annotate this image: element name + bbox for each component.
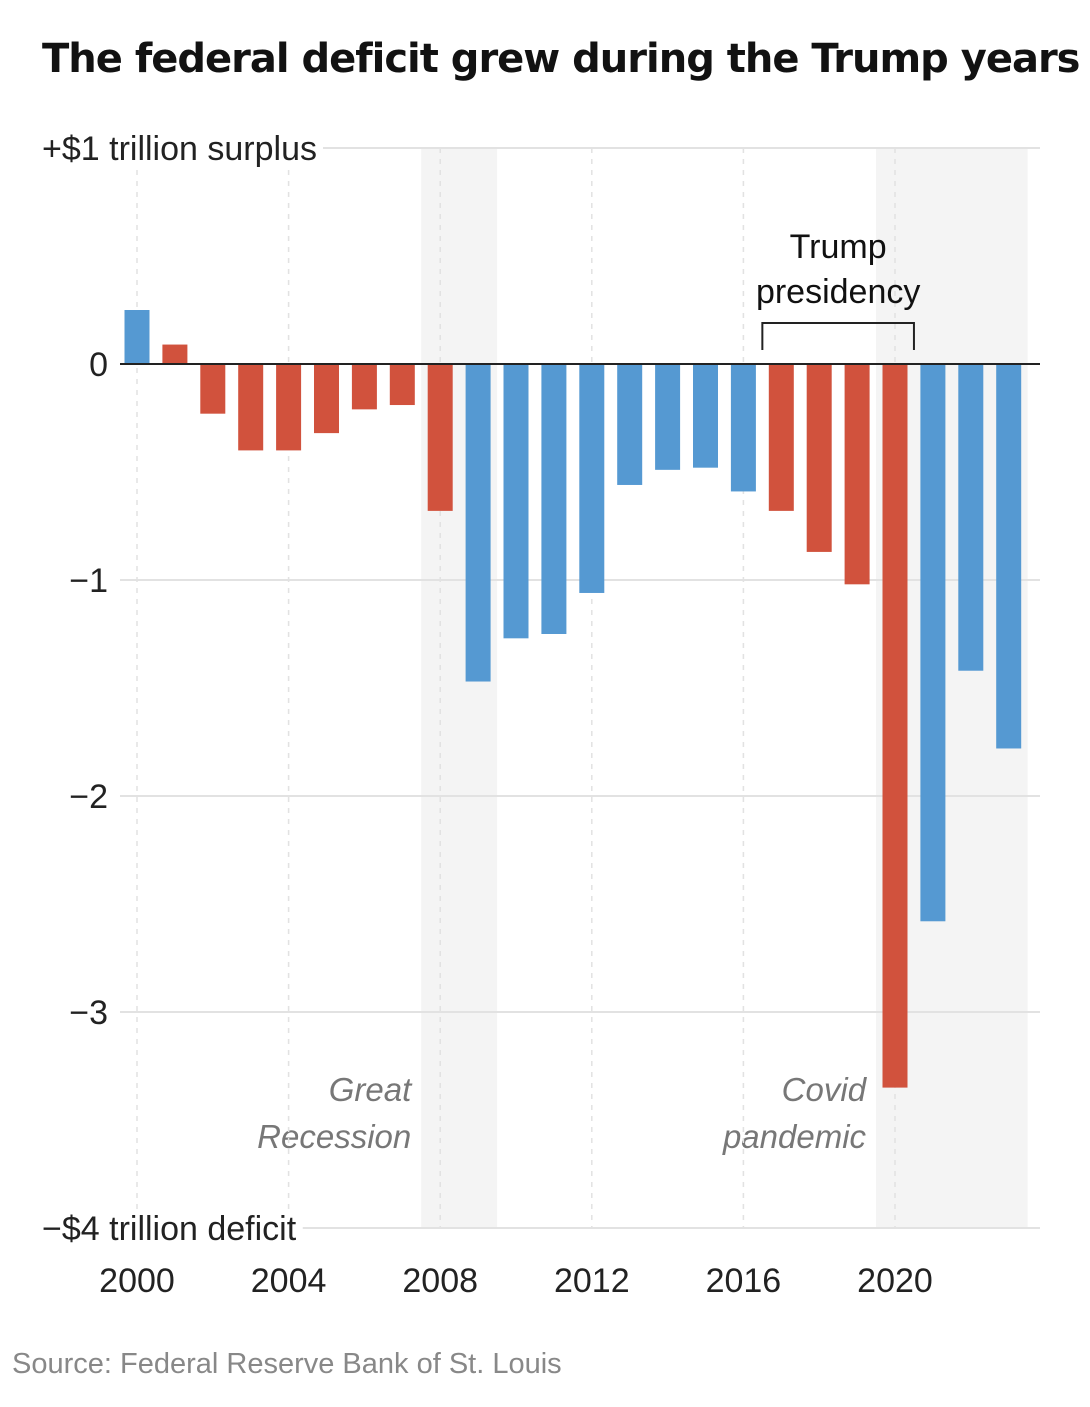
bar-2008 [427,364,453,511]
x-tick-label: 2000 [99,1262,175,1300]
deficit-bar-chart: Great Recession Covid pandemic +$1 trillion… [38,130,1040,1300]
y-tick-label: −3 [69,994,108,1032]
y-tick-label-backing [38,1210,303,1248]
y-tick-label: +$1 trillion surplus [42,130,317,168]
y-tick-label: 0 [89,346,108,384]
bar-2016 [730,364,756,492]
source-note: Source: Federal Reserve Bank of St. Loui… [12,1348,562,1380]
shaded-period-0 [421,148,498,1228]
bar-2007 [389,364,415,406]
bar-2018 [806,364,832,552]
bar-2001 [162,344,188,364]
bar-2019 [844,364,870,585]
x-tick-label: 2020 [857,1262,933,1300]
bar-2003 [238,364,264,451]
x-tick-label: 2016 [706,1262,782,1300]
bar-2013 [617,364,643,485]
bar-2005 [314,364,339,434]
bar-2015 [693,364,718,468]
x-axis: 2000 2004 2008 2012 2016 2020 [99,1262,933,1300]
shaded-period-label: pandemic [722,1118,867,1155]
annotation-label: presidency [756,273,920,311]
x-tick-label: 2004 [251,1262,327,1300]
bar-2014 [655,364,681,470]
trump-annotation: Trump presidency [756,228,920,350]
bar-2020 [882,364,908,1088]
bars [124,310,1022,1088]
annotation-bracket [761,322,915,350]
x-tick-label: 2008 [402,1262,478,1300]
bar-2002 [200,364,226,414]
y-tick-label: −2 [69,778,108,816]
shaded-period-label: Covid [782,1071,868,1108]
annotation-label: Trump [790,228,887,266]
y-axis: +$1 trillion surplus 0 −1 −2 −3 −$4 trillion … [38,130,323,1248]
y-tick-label: −1 [69,562,108,600]
bar-2022 [958,364,984,671]
y-tick-label-backing [38,130,323,168]
bar-2006 [351,364,377,410]
bar-2004 [276,364,302,451]
bar-2009 [465,364,491,682]
shaded-period-label: Recession [257,1118,411,1155]
bar-2000 [124,310,150,364]
shaded-period-label: Great [329,1071,413,1108]
bar-2010 [503,364,529,639]
bar-2023 [996,364,1022,749]
bar-2017 [768,364,794,511]
y-tick-label: −$4 trillion deficit [42,1210,297,1248]
bar-2011 [541,364,567,634]
bar-2021 [920,364,946,922]
x-tick-label: 2012 [554,1262,630,1300]
bar-2012 [579,364,605,593]
chart-title: The federal deficit grew during the Trum… [42,36,1080,82]
